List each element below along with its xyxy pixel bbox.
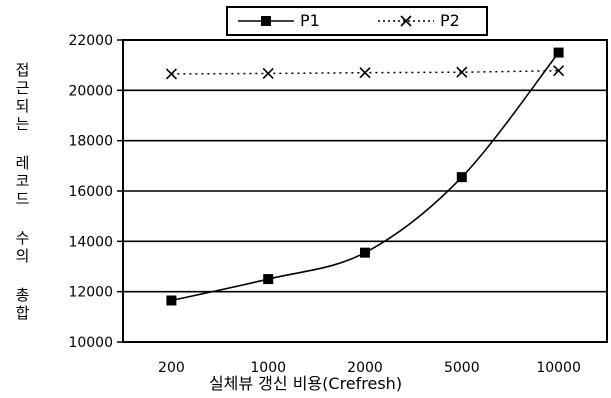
y-tick-label-20000: 20000 bbox=[68, 83, 113, 99]
x-axis-ticks: 200 1000 2000 5000 10000 bbox=[158, 360, 581, 376]
point-p1-200 bbox=[166, 295, 177, 306]
legend-entry-p1: P1 bbox=[236, 8, 320, 34]
point-p2-2000 bbox=[359, 67, 371, 79]
y-tick-label-14000: 14000 bbox=[68, 234, 113, 250]
point-p2-1000 bbox=[262, 67, 274, 80]
point-p1-2000 bbox=[360, 247, 370, 258]
series-layer bbox=[165, 47, 565, 306]
x-axis-label: 실체뷰 갱신 비용(Crefresh) bbox=[208, 374, 403, 393]
point-p2-5000 bbox=[456, 66, 468, 78]
y-tick-label-18000: 18000 bbox=[68, 134, 113, 150]
point-p1-5000 bbox=[456, 172, 467, 183]
legend-entry-p2: P2 bbox=[376, 8, 460, 34]
y-axis-ticks: 10000 12000 14000 16000 18000 20000 22000 bbox=[68, 33, 123, 351]
legend-label-p2: P2 bbox=[440, 11, 460, 30]
x-tick-label-10000: 10000 bbox=[536, 360, 581, 376]
point-p1-1000 bbox=[263, 274, 274, 285]
point-p1-10000 bbox=[553, 47, 564, 58]
y-tick-label-12000: 12000 bbox=[68, 285, 113, 301]
legend-swatch-p1 bbox=[238, 16, 294, 26]
x-tick-label-200: 200 bbox=[158, 360, 185, 376]
y-axis-label: 접근되는 레코드 수의 총합 bbox=[13, 62, 31, 323]
series-line-p1 bbox=[171, 52, 560, 302]
series-p1 bbox=[166, 47, 564, 306]
legend: P1 P2 bbox=[226, 6, 488, 36]
x-tick-label-5000: 5000 bbox=[444, 360, 480, 376]
point-p2-200 bbox=[165, 68, 177, 80]
legend-label-p1: P1 bbox=[300, 11, 320, 30]
gridlines bbox=[123, 89, 607, 293]
y-tick-label-10000: 10000 bbox=[68, 335, 113, 351]
x-tick-label-2000: 2000 bbox=[347, 360, 383, 376]
y-tick-label-22000: 22000 bbox=[68, 33, 113, 49]
series-p2 bbox=[165, 65, 565, 80]
y-tick-label-16000: 16000 bbox=[68, 184, 113, 200]
x-tick-label-1000: 1000 bbox=[250, 360, 286, 376]
point-p2-10000 bbox=[553, 65, 565, 77]
legend-swatch-p2 bbox=[378, 15, 434, 27]
